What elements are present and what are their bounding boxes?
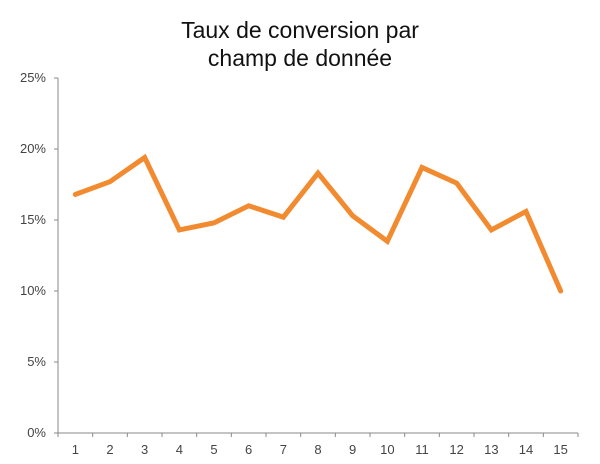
x-tick-label: 11 xyxy=(415,442,429,457)
series-layer xyxy=(72,153,564,294)
x-tick-label: 14 xyxy=(519,442,533,457)
x-tick-label: 7 xyxy=(280,442,287,457)
y-tick-label: 25% xyxy=(20,70,46,85)
x-tick-label: 1 xyxy=(72,442,79,457)
x-tick-label: 3 xyxy=(141,442,148,457)
x-tick-label: 10 xyxy=(380,442,394,457)
x-tick-label: 12 xyxy=(449,442,463,457)
x-tick-label: 13 xyxy=(484,442,498,457)
x-tick-label: 5 xyxy=(210,442,217,457)
x-axis-ticks: 1 2 3 4 5 6 7 8 9 10 11 12 13 14 15 xyxy=(57,433,579,457)
y-tick-label: 15% xyxy=(20,212,46,227)
x-tick-label: 4 xyxy=(176,442,183,457)
y-tick-label: 0% xyxy=(27,425,46,440)
x-tick-label: 9 xyxy=(349,442,356,457)
y-tick-label: 20% xyxy=(20,141,46,156)
y-tick-label: 5% xyxy=(27,354,46,369)
x-tick-label: 15 xyxy=(553,442,567,457)
x-tick-label: 2 xyxy=(106,442,113,457)
chart-title: Taux de conversion par champ de donnée xyxy=(0,16,600,72)
chart-title-line-2: champ de donnée xyxy=(207,45,393,71)
series-line-1 xyxy=(72,153,564,294)
x-tick-label: 6 xyxy=(245,442,252,457)
y-tick-label: 10% xyxy=(20,283,46,298)
y-axis-ticks: 0% 5% 10% 15% 20% 25% xyxy=(20,70,58,440)
chart-title-line-1: Taux de conversion par xyxy=(181,17,419,43)
x-tick-label: 8 xyxy=(314,442,321,457)
